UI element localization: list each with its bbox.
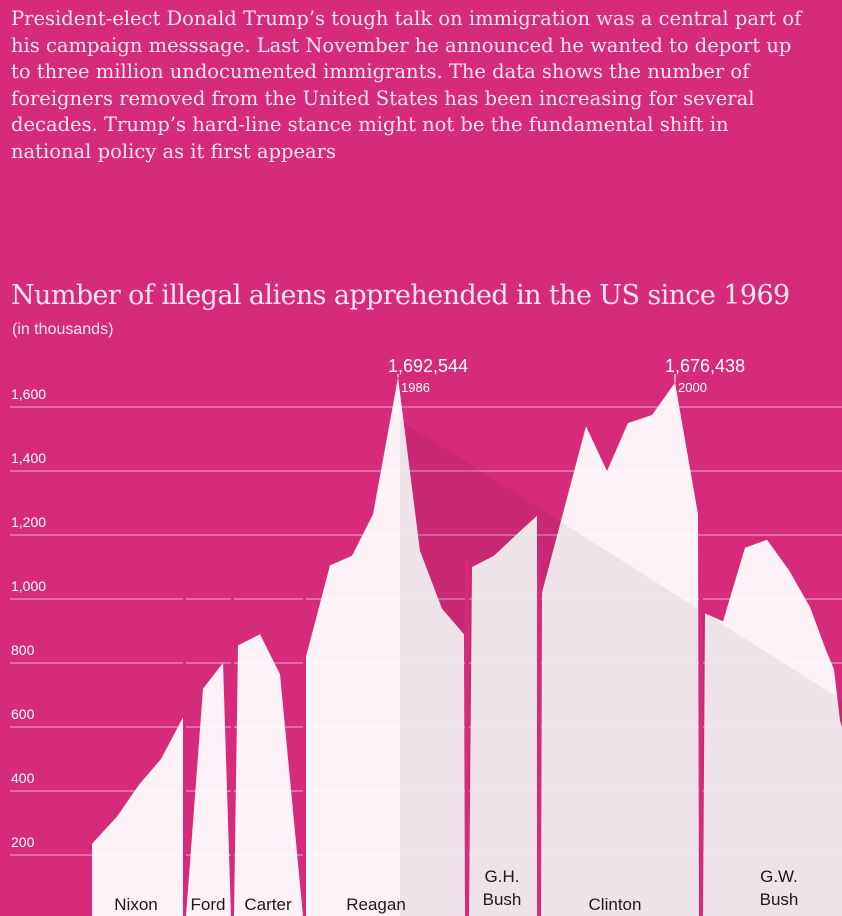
presidency-divider-4	[537, 560, 541, 916]
y-tick-label-1000: 1,000	[11, 578, 46, 594]
y-tick-label-200: 200	[11, 834, 35, 850]
y-tick-label-1400: 1,400	[11, 450, 46, 466]
presidency-divider-2	[303, 560, 306, 916]
presidency-label-3: Reagan	[346, 895, 406, 914]
area-segment-ford	[186, 663, 231, 916]
area-segment-carter	[234, 634, 303, 916]
area-segment-clinton	[541, 382, 699, 916]
presidency-label-6-line2: Bush	[760, 890, 799, 909]
y-tick-label-800: 800	[11, 642, 35, 658]
intro-paragraph: President-elect Donald Trump’s tough tal…	[11, 7, 802, 163]
peak-year-label-0: 1986	[401, 380, 430, 395]
presidency-label-6: G.W.	[760, 867, 798, 886]
presidency-divider-3	[465, 560, 469, 916]
chart-title: Number of illegal aliens apprehended in …	[11, 280, 790, 311]
presidency-label-4-line2: Bush	[483, 890, 522, 909]
peak-value-label-0: 1,692,544	[388, 356, 468, 376]
y-tick-label-1200: 1,200	[11, 514, 46, 530]
y-tick-label-1600: 1,600	[11, 386, 46, 402]
y-tick-label-400: 400	[11, 770, 35, 786]
presidency-label-1: Ford	[191, 895, 226, 914]
area-segment-gw	[703, 539, 842, 916]
peak-value-label-1: 1,676,438	[665, 356, 745, 376]
area-shading	[400, 420, 842, 916]
area-segment-nixon	[92, 717, 183, 916]
area-segment-reagan	[306, 377, 465, 916]
presidency-divider-5	[699, 560, 703, 916]
presidency-label-2: Carter	[244, 895, 292, 914]
peak-year-label-1: 2000	[678, 380, 707, 395]
y-tick-label-600: 600	[11, 706, 35, 722]
presidency-divider-1	[231, 560, 234, 916]
chart-subtitle: (in thousands)	[12, 321, 114, 338]
presidency-label-5: Clinton	[589, 895, 642, 914]
presidency-label-4: G.H.	[485, 867, 520, 886]
presidency-label-0: Nixon	[114, 895, 157, 914]
presidency-divider-0	[183, 560, 186, 916]
area-segment-gh	[469, 515, 537, 916]
